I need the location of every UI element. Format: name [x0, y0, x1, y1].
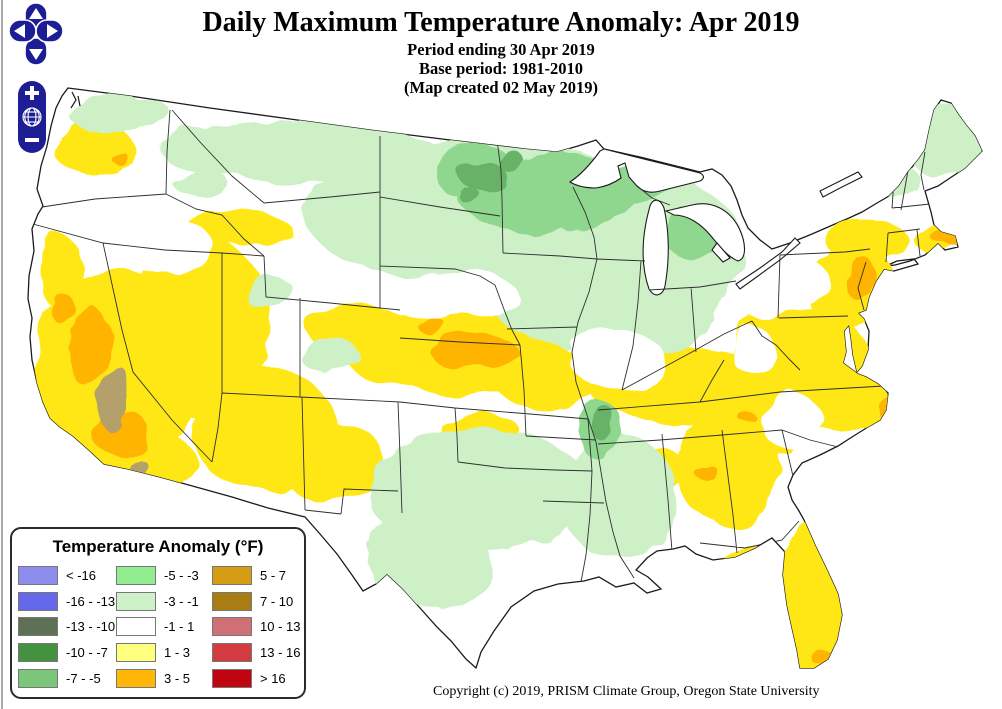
legend-item: 10 - 13 — [212, 614, 301, 640]
anomaly-warm-5-7 — [97, 360, 150, 475]
legend-item: -13 - -10 — [18, 614, 116, 640]
legend-label: 3 - 5 — [164, 670, 191, 686]
zoom-world-button[interactable] — [22, 107, 42, 127]
legend-swatch — [116, 591, 156, 611]
legend-label: -16 - -13 — [66, 593, 116, 609]
state-borders — [32, 91, 931, 668]
legend-label: 1 - 3 — [164, 645, 191, 661]
legend-item: -7 - -5 — [18, 665, 116, 691]
legend-swatch — [18, 566, 58, 586]
legend-swatch — [18, 643, 58, 663]
legend-label: -13 - -10 — [66, 619, 116, 635]
legend-item: -16 - -13 — [18, 589, 116, 615]
copyright-text: Copyright (c) 2019, PRISM Climate Group,… — [433, 684, 820, 699]
zoom-in-button[interactable] — [25, 86, 39, 100]
zoom-out-button[interactable] — [25, 138, 39, 142]
legend-label: -5 - -3 — [164, 568, 199, 584]
pan-left-icon — [14, 24, 25, 38]
legend-label: -1 - 1 — [164, 619, 195, 635]
pan-control — [8, 2, 64, 66]
saginaw-bay — [711, 242, 731, 263]
legend-swatch — [212, 566, 252, 586]
legend-label: > 16 — [260, 670, 286, 686]
legend-label: 5 - 7 — [260, 568, 287, 584]
legend-panel: Temperature Anomaly (°F) < -16 -16 - -13 -… — [10, 527, 306, 699]
legend-label: -3 - -1 — [164, 593, 199, 609]
lake-ontario — [819, 171, 863, 198]
legend-swatch — [116, 566, 156, 586]
legend-swatch — [18, 591, 58, 611]
legend-label: < -16 — [66, 568, 96, 584]
legend-label: -10 - -7 — [66, 645, 108, 661]
pan-down-icon — [29, 49, 43, 60]
legend-swatch — [212, 668, 252, 688]
coastal-details — [70, 91, 828, 668]
legend-swatch — [212, 617, 252, 637]
legend-item: 13 - 16 — [212, 640, 301, 666]
zoom-control — [17, 80, 47, 154]
legend-label: -7 - -5 — [66, 670, 101, 686]
lake-superior — [568, 148, 705, 193]
legend-swatch — [116, 617, 156, 637]
legend-swatch — [18, 617, 58, 637]
pan-right-icon — [47, 24, 58, 38]
legend-swatch — [212, 643, 252, 663]
lake-huron — [664, 203, 746, 262]
legend-item: 3 - 5 — [116, 665, 212, 691]
legend-label: 7 - 10 — [260, 593, 294, 609]
legend-item: 7 - 10 — [212, 589, 298, 615]
legend-label: 13 - 16 — [260, 645, 301, 661]
great-lakes — [568, 148, 863, 296]
legend-item: -5 - -3 — [116, 563, 212, 589]
legend-items: < -16 -16 - -13 -13 - -10 -10 - -7 -7 - -5 -5… — [18, 563, 301, 691]
legend-item: > 16 — [212, 665, 298, 691]
legend-item: -10 - -7 — [18, 640, 116, 666]
legend-item: -1 - 1 — [116, 614, 212, 640]
legend-item: 1 - 3 — [116, 640, 212, 666]
legend-title: Temperature Anomaly (°F) — [52, 537, 264, 556]
legend-item: < -16 — [18, 563, 116, 589]
pan-up-icon — [29, 8, 43, 19]
legend-swatch — [212, 591, 252, 611]
lake-erie — [735, 237, 801, 290]
anomaly-layer — [34, 94, 982, 668]
legend-item: -3 - -1 — [116, 589, 212, 615]
legend-item: 5 - 7 — [212, 563, 298, 589]
lake-michigan — [642, 199, 669, 296]
legend-swatch — [116, 643, 156, 663]
anomaly-cool-10-7 — [459, 153, 617, 442]
legend-swatch — [116, 668, 156, 688]
legend-swatch — [18, 668, 58, 688]
legend-label: 10 - 13 — [260, 619, 301, 635]
